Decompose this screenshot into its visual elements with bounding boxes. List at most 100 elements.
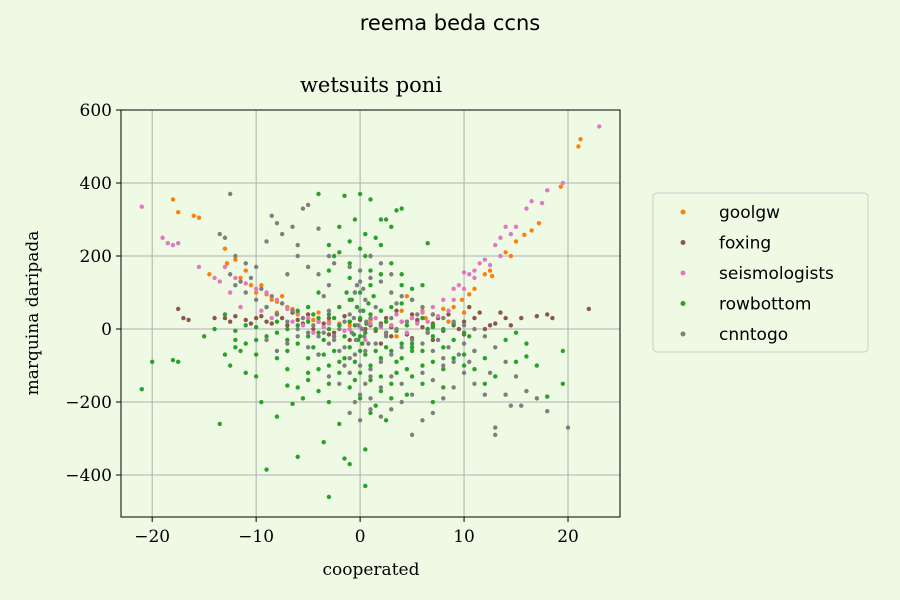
data-point xyxy=(399,206,404,211)
data-point xyxy=(359,341,365,346)
data-point xyxy=(461,363,467,368)
data-point xyxy=(394,208,399,213)
data-point xyxy=(264,467,269,472)
data-point xyxy=(186,317,191,323)
data-point xyxy=(316,334,321,339)
data-point xyxy=(389,407,394,412)
data-point xyxy=(248,275,254,281)
data-point xyxy=(482,272,488,277)
data-point xyxy=(597,124,602,129)
data-point xyxy=(347,385,352,390)
data-point xyxy=(451,297,456,303)
data-point xyxy=(383,217,389,222)
data-point xyxy=(342,456,347,461)
data-point xyxy=(362,334,367,339)
data-point xyxy=(279,293,285,299)
data-point xyxy=(373,326,378,332)
data-point xyxy=(354,283,360,288)
data-point xyxy=(477,261,482,266)
data-point xyxy=(160,235,165,240)
data-point xyxy=(477,310,482,315)
data-point xyxy=(425,326,430,332)
data-point xyxy=(222,246,228,251)
data-point xyxy=(368,363,373,368)
data-point xyxy=(524,354,529,359)
data-point xyxy=(415,321,420,326)
data-point xyxy=(243,317,248,323)
data-point xyxy=(347,312,352,317)
data-point xyxy=(259,286,264,292)
data-point xyxy=(368,374,373,379)
data-point xyxy=(248,321,254,326)
data-point xyxy=(196,215,202,220)
data-point xyxy=(253,264,259,270)
data-point xyxy=(342,334,347,339)
data-point xyxy=(285,319,290,324)
data-point xyxy=(326,332,332,337)
data-point xyxy=(295,317,300,323)
data-point xyxy=(311,317,316,323)
data-point xyxy=(285,337,290,343)
data-point xyxy=(349,297,354,303)
data-point xyxy=(472,268,477,273)
data-point xyxy=(305,315,311,321)
data-point xyxy=(290,308,295,313)
data-point xyxy=(461,286,467,292)
data-point xyxy=(274,319,280,324)
y-axis-label: marquina daripada xyxy=(23,231,43,396)
data-point xyxy=(295,253,300,259)
data-point xyxy=(290,319,295,324)
data-point xyxy=(404,319,410,324)
data-point xyxy=(451,337,456,343)
y-tick-label: 200 xyxy=(80,247,112,267)
data-point xyxy=(368,396,373,401)
x-tick-label: 10 xyxy=(453,527,475,547)
data-point xyxy=(351,315,357,321)
data-point xyxy=(378,374,384,379)
data-point xyxy=(441,326,446,332)
data-point xyxy=(175,210,181,215)
data-point xyxy=(389,290,394,295)
data-point xyxy=(274,348,280,354)
data-point xyxy=(383,334,389,339)
data-point xyxy=(503,337,508,343)
data-point xyxy=(420,370,425,376)
data-point xyxy=(352,290,358,295)
data-point xyxy=(534,363,540,368)
data-point xyxy=(404,293,410,299)
data-point xyxy=(503,250,508,255)
data-point xyxy=(253,315,259,321)
data-point xyxy=(305,330,311,335)
data-point xyxy=(269,213,274,219)
data-point xyxy=(243,370,248,376)
data-point xyxy=(326,242,332,248)
data-point xyxy=(316,315,321,321)
data-point xyxy=(295,334,300,339)
data-point xyxy=(259,283,264,288)
data-point xyxy=(342,345,347,350)
x-tick-label: 20 xyxy=(557,527,579,547)
data-point xyxy=(487,262,493,268)
ticks-layer: −20 −10 0 10 20 −400 −200 0 200 400 600 xyxy=(65,101,579,547)
data-point xyxy=(363,297,368,303)
data-point xyxy=(368,315,373,321)
data-point xyxy=(524,388,529,394)
data-point xyxy=(227,363,233,368)
x-tick-label: −20 xyxy=(134,527,170,547)
y-tick-label: 0 xyxy=(101,320,112,340)
data-point xyxy=(331,261,337,266)
data-point xyxy=(285,341,290,346)
data-point xyxy=(347,264,352,270)
data-point xyxy=(316,330,321,335)
data-point xyxy=(311,345,316,350)
data-point xyxy=(493,432,498,438)
data-point xyxy=(337,323,342,328)
data-point xyxy=(274,356,280,361)
data-point xyxy=(493,345,498,350)
data-point xyxy=(394,301,399,306)
data-point xyxy=(409,315,415,321)
data-point xyxy=(337,304,342,310)
data-point xyxy=(253,324,259,330)
